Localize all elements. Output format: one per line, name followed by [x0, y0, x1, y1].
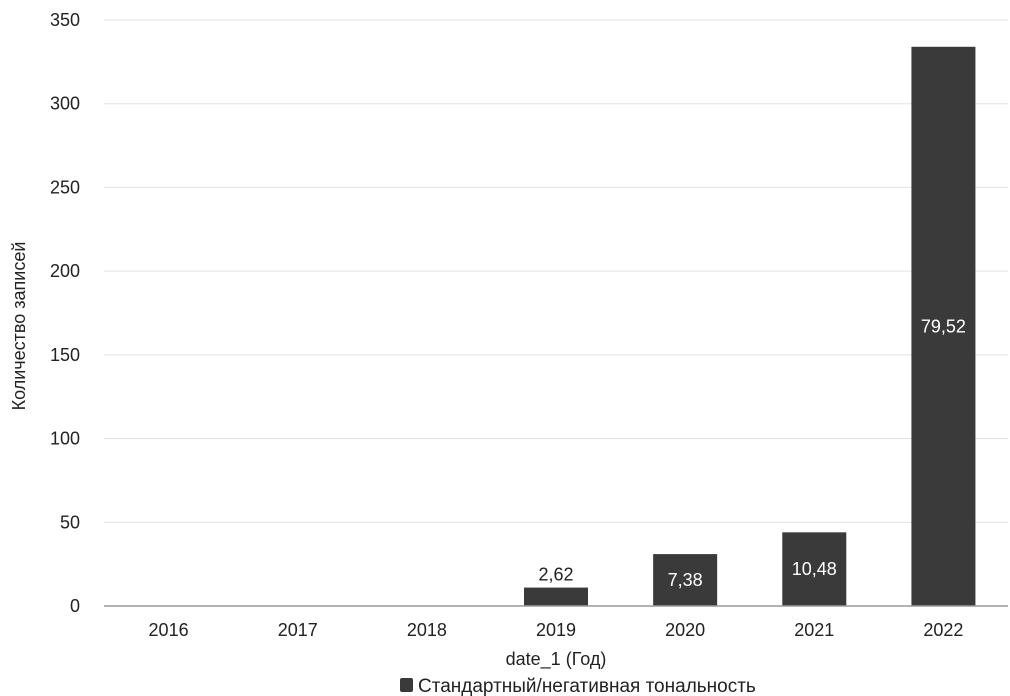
bar	[782, 532, 847, 606]
y-tick-label: 150	[50, 345, 80, 365]
data-label: 2,62	[538, 565, 573, 585]
bar	[653, 554, 718, 606]
legend-swatch	[400, 678, 413, 692]
x-tick-label: 2017	[278, 620, 318, 640]
y-tick-label: 200	[50, 261, 80, 281]
y-axis-title: Количество записей	[9, 242, 29, 411]
x-tick-label: 2021	[794, 620, 834, 640]
data-label: 7,38	[668, 570, 703, 590]
x-tick-label: 2022	[923, 620, 963, 640]
data-label: 79,52	[921, 316, 966, 336]
gridlines	[104, 19, 1008, 523]
x-tick-label: 2020	[665, 620, 705, 640]
data-labels: 2,62 7,38 10,48 79,52	[538, 316, 965, 590]
y-axis-ticks: 0 50 100 150 200 250 300 350	[50, 10, 80, 616]
x-tick-label: 2016	[149, 620, 189, 640]
x-axis-ticks: 2016 2017 2018 2019 2020 2021 2022	[149, 620, 964, 640]
bar	[911, 46, 976, 606]
y-tick-label: 50	[60, 512, 80, 532]
y-tick-label: 250	[50, 177, 80, 197]
y-tick-label: 350	[50, 10, 80, 30]
bar	[524, 587, 588, 606]
bars	[524, 46, 976, 606]
y-tick-label: 100	[50, 429, 80, 449]
x-tick-label: 2019	[536, 620, 576, 640]
data-label: 10,48	[792, 559, 837, 579]
legend-label: Стандартный/негативная тональность	[418, 676, 756, 696]
y-tick-label: 300	[50, 94, 80, 114]
y-tick-label: 0	[70, 596, 80, 616]
x-tick-label: 2018	[407, 620, 447, 640]
x-axis-title: date_1 (Год)	[506, 649, 607, 670]
legend: Стандартный/негативная тональность	[400, 676, 756, 696]
